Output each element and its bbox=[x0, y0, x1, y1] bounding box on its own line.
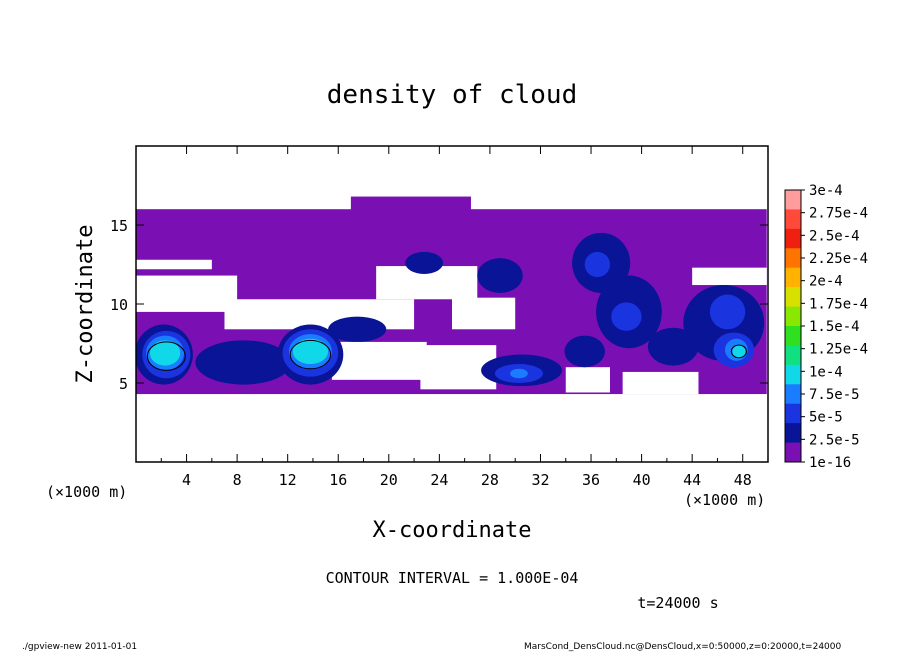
colorbar-label-10: 5e-5 bbox=[809, 410, 843, 426]
colorbar-label-1: 2.75e-4 bbox=[809, 206, 868, 222]
footer-program-date: ./gpview-new 2011-01-01 bbox=[22, 642, 138, 652]
colorbar-label-9: 7.5e-5 bbox=[809, 387, 860, 403]
x-tick-label-3: 16 bbox=[329, 471, 347, 489]
colorbar-swatch-5 bbox=[785, 287, 801, 308]
density-cell-18 bbox=[647, 327, 699, 366]
colorbar-label-11: 2.5e-5 bbox=[809, 432, 860, 448]
x-tick-label-10: 44 bbox=[683, 471, 701, 489]
x-tick-label-7: 32 bbox=[531, 471, 549, 489]
colorbar-label-4: 2e-4 bbox=[809, 274, 843, 290]
x-tick-label-1: 8 bbox=[233, 471, 242, 489]
contour-line-40 bbox=[730, 344, 748, 359]
footer-data-source: MarsCond_DensCloud.nc@DensCloud,x=0:5000… bbox=[524, 642, 842, 652]
x-tick-label-6: 28 bbox=[481, 471, 499, 489]
colorbar-label-8: 1e-4 bbox=[809, 364, 843, 380]
density-cell-20 bbox=[564, 335, 605, 368]
density-cell-30 bbox=[584, 251, 610, 278]
y-tick-label-1: 10 bbox=[110, 296, 128, 314]
density-cell-28 bbox=[709, 294, 746, 330]
density-cell-34 bbox=[510, 368, 528, 379]
contour-line-38 bbox=[146, 341, 186, 371]
cloud-density-field bbox=[136, 196, 767, 395]
x-tick-label-9: 40 bbox=[633, 471, 651, 489]
colorbar-swatch-8 bbox=[785, 345, 801, 366]
colorbar: 3e-4 2.75e-4 2.5e-4 2.25e-4 2e-4 1.75e-4 1.5e-… bbox=[784, 183, 868, 471]
x-tick-label-2: 12 bbox=[279, 471, 297, 489]
density-cell-29 bbox=[611, 302, 642, 331]
colorbar-swatch-7 bbox=[785, 326, 801, 346]
density-cell-37 bbox=[732, 345, 746, 358]
cloud-region-1 bbox=[350, 196, 471, 214]
density-cell-14 bbox=[195, 340, 292, 385]
density-cell-36 bbox=[292, 338, 329, 365]
x-tick-label-0: 4 bbox=[182, 471, 191, 489]
colorbar-label-6: 1.5e-4 bbox=[809, 319, 860, 335]
colorbar-swatch-12 bbox=[785, 423, 801, 444]
y-tick-label-0: 5 bbox=[119, 375, 128, 393]
clear-air-gap-11 bbox=[136, 259, 212, 270]
contour-interval-label: CONTOUR INTERVAL = 1.000E-04 bbox=[326, 569, 579, 587]
colorbar-swatch-3 bbox=[785, 248, 801, 269]
colorbar-swatch-9 bbox=[785, 364, 801, 385]
clear-air-gap-2 bbox=[136, 275, 238, 312]
colorbar-label-12: 1e-16 bbox=[809, 455, 851, 471]
chart-title: density of cloud bbox=[327, 80, 577, 110]
clear-air-gap-5 bbox=[452, 297, 516, 330]
y-tick-label-2: 15 bbox=[110, 217, 128, 235]
colorbar-swatch-2 bbox=[785, 228, 801, 249]
colorbar-swatch-4 bbox=[785, 267, 801, 288]
y-ticks: 5 10 15 bbox=[110, 217, 768, 393]
clear-air-gap-3 bbox=[224, 299, 415, 330]
density-cell-22 bbox=[405, 251, 444, 274]
clear-air-gap-10 bbox=[692, 267, 767, 286]
x-tick-label-8: 36 bbox=[582, 471, 600, 489]
density-cell-23 bbox=[477, 258, 523, 293]
colorbar-label-3: 2.25e-4 bbox=[809, 251, 868, 267]
clear-air-gap-9 bbox=[622, 371, 699, 395]
x-tick-label-4: 20 bbox=[380, 471, 398, 489]
density-cell-35 bbox=[149, 340, 181, 366]
colorbar-label-0: 3e-4 bbox=[809, 183, 843, 199]
clear-air-gap-6 bbox=[331, 341, 427, 380]
colorbar-swatch-11 bbox=[785, 403, 801, 424]
x-tick-label-11: 48 bbox=[734, 471, 752, 489]
colorbar-swatch-10 bbox=[785, 384, 801, 405]
colorbar-swatch-6 bbox=[785, 306, 801, 327]
colorbar-swatch-0 bbox=[785, 190, 801, 210]
colorbar-label-7: 1.25e-4 bbox=[809, 342, 868, 358]
x-axis-label: X-coordinate bbox=[373, 518, 532, 543]
clear-air-gap-8 bbox=[565, 367, 610, 393]
x-unit-label: (×1000 m) bbox=[46, 483, 127, 501]
colorbar-label-2: 2.5e-4 bbox=[809, 228, 860, 244]
colorbar-swatch-13 bbox=[785, 442, 801, 463]
x-tick-label-5: 24 bbox=[430, 471, 448, 489]
x-unit-label-right: (×1000 m) bbox=[684, 491, 765, 509]
x-ticks: 4 8 12 16 20 24 28 32 36 40 44 48 bbox=[160, 146, 752, 489]
y-axis-label: Z-coordinate bbox=[73, 225, 98, 384]
colorbar-swatch-1 bbox=[785, 209, 801, 230]
colorbar-label-5: 1.75e-4 bbox=[809, 296, 868, 312]
contour-line-39 bbox=[289, 339, 332, 370]
time-label: t=24000 s bbox=[637, 594, 718, 612]
density-cell-21 bbox=[328, 316, 387, 342]
